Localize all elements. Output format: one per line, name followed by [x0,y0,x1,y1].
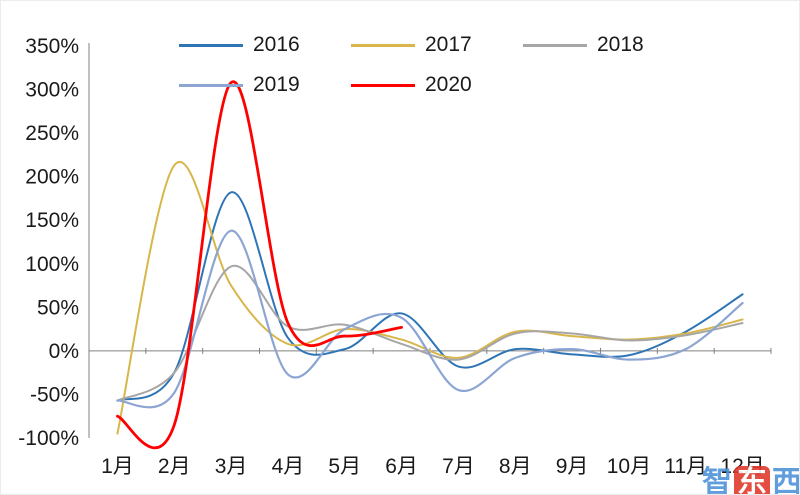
legend-line-2019 [179,83,243,87]
legend-label-2020: 2020 [425,73,472,96]
y-tick-label: -50% [30,383,79,406]
watermark-char-2: 东 [734,466,770,494]
watermark-logo: 智 东 西 [702,466,800,495]
series-line-2018 [116,264,744,402]
x-tick-label: 1月 [101,455,134,478]
x-tick-label: 11月 [664,455,707,478]
legend-label-2016: 2016 [253,33,300,56]
y-tick-label: 300% [25,79,79,102]
y-tick-label: 100% [25,253,79,276]
legend: 2016 2017 2018 2019 2020 [179,31,695,99]
series-line-2020 [116,80,403,450]
y-tick-label: 0% [49,340,79,363]
x-tick-label: 10月 [607,455,651,478]
y-tick-label: 50% [37,296,79,319]
legend-item-2017: 2017 [351,31,523,59]
series-line-2019 [116,229,744,409]
legend-line-2016 [179,43,243,47]
x-tick-label: 4月 [272,455,305,478]
legend-label-2019: 2019 [253,73,300,96]
legend-item-2018: 2018 [523,31,695,59]
x-tick-label: 9月 [556,455,589,478]
legend-item-2020: 2020 [351,71,523,99]
x-tick-label: 3月 [215,455,248,478]
x-tick-label: 5月 [328,455,361,478]
legend-label-2017: 2017 [425,33,472,56]
y-tick-label: 250% [25,122,79,145]
series-line-2017 [116,161,744,435]
watermark-char-1: 智 [702,466,732,495]
y-tick-label: 150% [25,209,79,232]
legend-label-2018: 2018 [597,33,644,56]
x-tick-label: 2月 [158,455,191,478]
legend-item-2019: 2019 [179,71,351,99]
series-line-2016 [116,191,744,402]
legend-line-2017 [351,43,415,47]
legend-item-2016: 2016 [179,31,351,59]
y-tick-label: 350% [25,35,79,58]
y-tick-label: 200% [25,166,79,189]
watermark-char-3: 西 [772,466,800,495]
x-tick-label: 8月 [499,455,532,478]
x-tick-label: 6月 [385,455,418,478]
x-tick-label: 7月 [442,455,475,478]
legend-line-2018 [523,43,587,47]
y-tick-label: -100% [18,427,79,450]
legend-line-2020 [351,83,415,87]
